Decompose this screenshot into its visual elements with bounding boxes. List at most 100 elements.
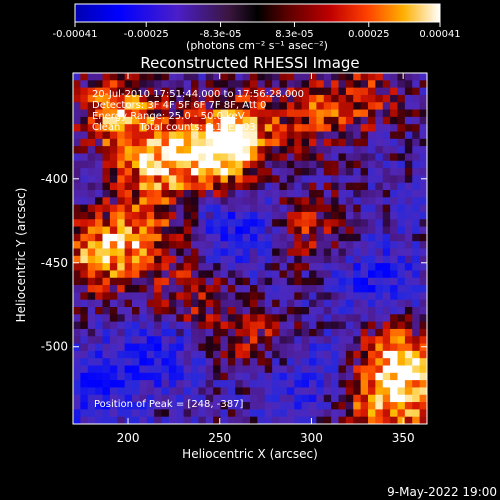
heatmap-cell bbox=[353, 394, 362, 403]
heatmap-cell bbox=[102, 285, 111, 293]
heatmap-cell bbox=[301, 233, 310, 242]
heatmap-cell bbox=[109, 314, 118, 323]
heatmap-cell bbox=[294, 182, 303, 191]
heatmap-cell bbox=[345, 358, 354, 366]
heatmap-cell bbox=[117, 131, 126, 140]
heatmap-cell bbox=[390, 168, 398, 176]
heatmap-cell bbox=[242, 299, 251, 308]
heatmap-cell bbox=[338, 153, 347, 162]
heatmap-cell bbox=[309, 365, 317, 374]
heatmap-cell bbox=[176, 336, 185, 344]
heatmap-cell bbox=[227, 270, 236, 279]
heatmap-cell bbox=[338, 124, 347, 132]
heatmap-cell bbox=[382, 153, 391, 162]
heatmap-cell bbox=[294, 263, 303, 271]
heatmap-cell bbox=[168, 409, 177, 418]
heatmap-cell bbox=[154, 350, 162, 359]
heatmap-cell bbox=[250, 168, 258, 176]
heatmap-cell bbox=[257, 263, 266, 271]
heatmap-cell bbox=[331, 219, 339, 227]
heatmap-cell bbox=[220, 402, 229, 410]
heatmap-cell bbox=[316, 146, 325, 154]
heatmap-cell bbox=[198, 182, 207, 191]
heatmap-cell bbox=[227, 168, 236, 176]
heatmap-cell bbox=[301, 299, 310, 308]
heatmap-cell bbox=[309, 255, 317, 264]
heatmap-cell bbox=[80, 314, 89, 323]
heatmap-cell bbox=[176, 116, 185, 125]
heatmap-cell bbox=[109, 138, 118, 147]
heatmap-cell bbox=[309, 87, 317, 96]
heatmap-cell bbox=[227, 394, 236, 403]
heatmap-cell bbox=[286, 226, 295, 235]
heatmap-cell bbox=[95, 292, 103, 301]
colorbar-tick-label: -0.00025 bbox=[124, 29, 169, 40]
heatmap-cell bbox=[168, 336, 177, 344]
heatmap-cell bbox=[331, 153, 339, 162]
heatmap-cell bbox=[87, 241, 96, 249]
heatmap-cell bbox=[191, 255, 199, 264]
heatmap-cell bbox=[124, 248, 133, 257]
heatmap-cell bbox=[368, 263, 376, 271]
heatmap-cell bbox=[272, 270, 280, 279]
heatmap-cell bbox=[139, 138, 148, 147]
heatmap-cell bbox=[146, 102, 155, 110]
heatmap-cell bbox=[404, 314, 413, 323]
heatmap-cell bbox=[168, 211, 177, 220]
heatmap-cell bbox=[146, 387, 155, 396]
heatmap-cell bbox=[368, 153, 376, 162]
heatmap-cell bbox=[154, 175, 162, 184]
heatmap-cell bbox=[176, 314, 185, 323]
heatmap-cell bbox=[397, 394, 406, 403]
heatmap-cell bbox=[176, 328, 185, 337]
heatmap-cell bbox=[323, 168, 332, 176]
heatmap-cell bbox=[419, 343, 427, 352]
heatmap-cell bbox=[250, 292, 258, 301]
heatmap-cell bbox=[168, 263, 177, 271]
heatmap-cell bbox=[161, 263, 170, 271]
heatmap-cell bbox=[353, 160, 362, 169]
heatmap-cell bbox=[382, 190, 391, 198]
heatmap-cell bbox=[139, 402, 148, 410]
heatmap-cell bbox=[279, 190, 288, 198]
heatmap-cell bbox=[390, 277, 398, 286]
heatmap-cell bbox=[368, 138, 376, 147]
heatmap-cell bbox=[191, 343, 199, 352]
heatmap-cell bbox=[235, 270, 244, 279]
heatmap-cell bbox=[87, 380, 96, 388]
heatmap-cell bbox=[331, 387, 339, 396]
heatmap-cell bbox=[139, 394, 148, 403]
heatmap-cell bbox=[338, 365, 347, 374]
heatmap-cell bbox=[360, 285, 369, 293]
heatmap-cell bbox=[390, 87, 398, 96]
heatmap-cell bbox=[316, 248, 325, 257]
heatmap-cell bbox=[87, 358, 96, 366]
heatmap-cell bbox=[198, 248, 207, 257]
heatmap-cell bbox=[124, 109, 133, 118]
heatmap-cell bbox=[168, 138, 177, 147]
heatmap-cell bbox=[397, 241, 406, 249]
heatmap-cell bbox=[183, 402, 192, 410]
heatmap-cell bbox=[397, 372, 406, 381]
heatmap-cell bbox=[294, 204, 303, 213]
heatmap-cell bbox=[109, 109, 118, 118]
heatmap-cell bbox=[345, 94, 354, 103]
heatmap-cell bbox=[257, 204, 266, 213]
heatmap-cell bbox=[382, 277, 391, 286]
heatmap-cell bbox=[397, 328, 406, 337]
heatmap-cell bbox=[286, 219, 295, 227]
heatmap-cell bbox=[183, 328, 192, 337]
heatmap-cell bbox=[294, 197, 303, 206]
heatmap-cell bbox=[264, 153, 273, 162]
heatmap-cell bbox=[102, 394, 111, 403]
heatmap-cell bbox=[264, 138, 273, 147]
heatmap-cell bbox=[205, 124, 214, 132]
heatmap-cell bbox=[309, 409, 317, 418]
heatmap-cell bbox=[132, 138, 140, 147]
heatmap-cell bbox=[375, 394, 384, 403]
heatmap-cell bbox=[242, 270, 251, 279]
heatmap-cell bbox=[124, 138, 133, 147]
heatmap-cell bbox=[168, 292, 177, 301]
heatmap-cell bbox=[102, 241, 111, 249]
heatmap-cell bbox=[397, 138, 406, 147]
